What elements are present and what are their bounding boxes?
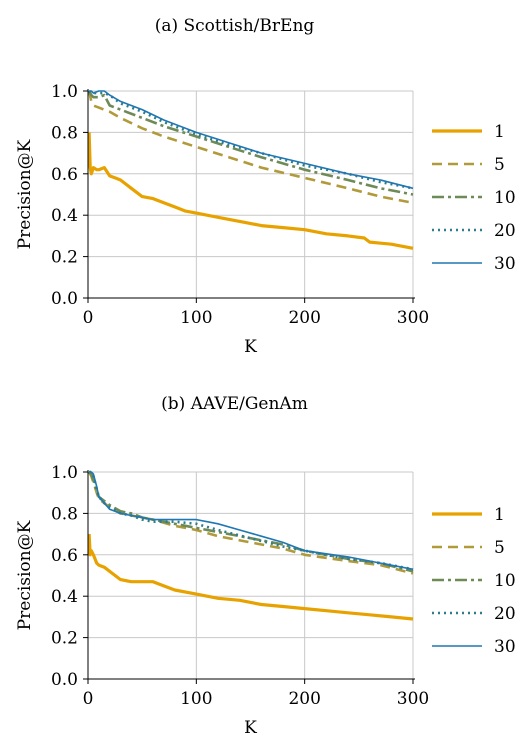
y-tick-label: 0.8 xyxy=(51,123,78,143)
x-tick-label: 300 xyxy=(397,689,429,709)
y-tick-label: 1.0 xyxy=(51,82,78,102)
x-tick-label: 200 xyxy=(288,308,320,328)
series-line-5 xyxy=(87,471,414,575)
x-axis-label: K xyxy=(244,718,257,738)
legend-label: 10 xyxy=(494,571,516,591)
y-tick-label: 1.0 xyxy=(51,463,78,483)
y-tick-label: 0.8 xyxy=(51,504,78,524)
series-group xyxy=(87,470,414,621)
y-tick-label: 0.6 xyxy=(51,546,78,566)
y-tick-label: 0.4 xyxy=(51,587,78,607)
legend: 1 5 10 20 30 xyxy=(432,122,516,274)
series-line-5 xyxy=(87,90,414,205)
y-axis-label: Precision@K xyxy=(15,520,35,630)
y-tick-label: 0.2 xyxy=(51,248,78,268)
legend-label: 5 xyxy=(494,155,505,175)
y-tick-label: 0.6 xyxy=(51,165,78,185)
series-line-1 xyxy=(87,534,414,621)
y-axis-label: Precision@K xyxy=(15,139,35,249)
x-axis-label: K xyxy=(244,337,257,357)
chart-scottish-breng: (a) Scottish/BrEng Precision@K K 0 100 200… xyxy=(15,16,516,357)
x-tick-label: 0 xyxy=(83,689,94,709)
y-tick-label: 0.0 xyxy=(51,289,78,309)
legend-label: 20 xyxy=(494,604,516,624)
chart-aave-genam: (b) AAVE/GenAm Precision@K K 0 100 200 300 0… xyxy=(15,394,516,738)
chart-title: (a) Scottish/BrEng xyxy=(155,16,315,36)
y-tick-label: 0.0 xyxy=(51,670,78,690)
x-tick-label: 200 xyxy=(288,689,320,709)
y-tick-label: 0.2 xyxy=(51,629,78,649)
legend-label: 5 xyxy=(494,538,505,558)
series-group xyxy=(87,90,414,250)
legend-label: 1 xyxy=(494,505,505,525)
legend-label: 10 xyxy=(494,188,516,208)
x-tick-label: 300 xyxy=(397,308,429,328)
series-line-20 xyxy=(88,90,414,190)
gridlines xyxy=(87,471,414,680)
series-line-30 xyxy=(89,90,414,190)
chart-title: (b) AAVE/GenAm xyxy=(161,394,308,414)
x-tick-label: 100 xyxy=(180,689,212,709)
legend-label: 30 xyxy=(494,254,516,274)
legend-label: 20 xyxy=(494,221,516,241)
series-line-30 xyxy=(89,471,414,571)
x-tick-label: 0 xyxy=(83,308,94,328)
y-tick-label: 0.4 xyxy=(51,206,78,226)
series-line-1 xyxy=(87,132,414,250)
series-line-10 xyxy=(88,471,414,573)
gridlines xyxy=(87,90,414,299)
legend: 1 5 10 20 30 xyxy=(432,505,516,657)
legend-label: 1 xyxy=(494,122,505,142)
legend-label: 30 xyxy=(494,637,516,657)
series-line-10 xyxy=(87,90,414,196)
x-tick-label: 100 xyxy=(180,308,212,328)
